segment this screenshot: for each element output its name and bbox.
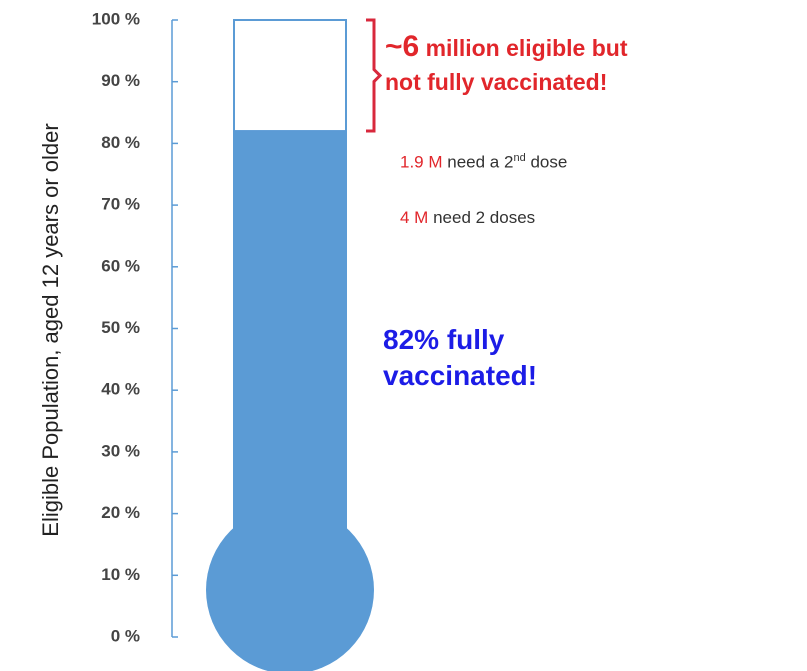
y-tick-label: 60 % <box>101 256 140 275</box>
gap-number: 6 <box>402 30 420 63</box>
gap-text: million eligible but <box>425 35 628 61</box>
gap-annotation: ~6 million eligible but not fully vaccin… <box>385 30 628 99</box>
y-tick-label: 20 % <box>101 503 140 522</box>
tilde: ~ <box>385 30 403 63</box>
y-tick-label: 30 % <box>101 441 140 460</box>
y-tick-label: 70 % <box>101 195 140 214</box>
text: need a 2 <box>447 152 514 172</box>
y-axis-title: Eligible Population, aged 12 years or ol… <box>38 123 63 536</box>
breakdown-item: 1.9 M need a 2nd dose <box>400 152 567 173</box>
amount: 4 M <box>400 208 429 227</box>
bracket <box>366 18 383 133</box>
y-tick-label: 50 % <box>101 318 140 337</box>
text: dose <box>530 152 568 172</box>
value-label: 82% fully vaccinated! <box>383 324 538 391</box>
fill-level <box>233 131 347 590</box>
y-tick-label: 10 % <box>101 565 140 584</box>
amount: 1.9 M <box>400 152 443 172</box>
y-tick-label: 100 % <box>92 9 140 28</box>
y-tick-label: 40 % <box>101 380 140 399</box>
y-tick-label: 0 % <box>111 626 140 645</box>
text: need 2 doses <box>433 208 536 227</box>
breakdown-item: 4 M need 2 doses <box>400 208 535 228</box>
gap-text: not fully vaccinated! <box>385 69 608 95</box>
superscript: nd <box>513 152 526 164</box>
tube-outline <box>233 19 347 133</box>
y-tick-label: 90 % <box>101 71 140 90</box>
y-tick-label: 80 % <box>101 133 140 152</box>
